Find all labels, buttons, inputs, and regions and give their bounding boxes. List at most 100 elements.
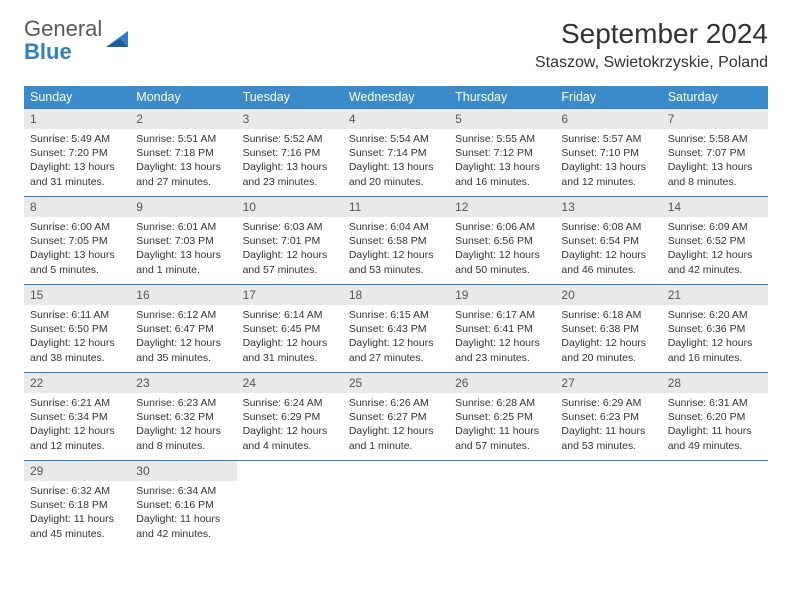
- sunset-line: Sunset: 6:38 PM: [561, 322, 655, 336]
- day-body: Sunrise: 6:32 AMSunset: 6:18 PMDaylight:…: [24, 481, 130, 544]
- sunrise-line: Sunrise: 5:52 AM: [243, 132, 337, 146]
- daylight-line: Daylight: 11 hours and 49 minutes.: [668, 424, 762, 452]
- daylight-line: Daylight: 12 hours and 31 minutes.: [243, 336, 337, 364]
- calendar-cell: 19Sunrise: 6:17 AMSunset: 6:41 PMDayligh…: [449, 285, 555, 373]
- sunrise-line: Sunrise: 6:23 AM: [136, 396, 230, 410]
- sunrise-line: Sunrise: 6:08 AM: [561, 220, 655, 234]
- daylight-line: Daylight: 12 hours and 16 minutes.: [668, 336, 762, 364]
- day-number: 2: [130, 109, 236, 129]
- day-number: 17: [237, 285, 343, 305]
- sunrise-line: Sunrise: 6:11 AM: [30, 308, 124, 322]
- day-body: Sunrise: 5:54 AMSunset: 7:14 PMDaylight:…: [343, 129, 449, 192]
- daylight-line: Daylight: 12 hours and 35 minutes.: [136, 336, 230, 364]
- day-number: 7: [662, 109, 768, 129]
- calendar-cell: 25Sunrise: 6:26 AMSunset: 6:27 PMDayligh…: [343, 373, 449, 461]
- sunset-line: Sunset: 6:20 PM: [668, 410, 762, 424]
- day-number: 26: [449, 373, 555, 393]
- calendar-cell: 1Sunrise: 5:49 AMSunset: 7:20 PMDaylight…: [24, 109, 130, 197]
- weekday-header: Thursday: [449, 86, 555, 109]
- sunrise-line: Sunrise: 5:51 AM: [136, 132, 230, 146]
- sunset-line: Sunset: 6:47 PM: [136, 322, 230, 336]
- sunrise-line: Sunrise: 6:24 AM: [243, 396, 337, 410]
- daylight-line: Daylight: 11 hours and 42 minutes.: [136, 512, 230, 540]
- day-number: 8: [24, 197, 130, 217]
- logo-general: General: [24, 16, 102, 41]
- day-number: 16: [130, 285, 236, 305]
- day-number: 15: [24, 285, 130, 305]
- sunrise-line: Sunrise: 6:18 AM: [561, 308, 655, 322]
- calendar-cell: 10Sunrise: 6:03 AMSunset: 7:01 PMDayligh…: [237, 197, 343, 285]
- sunset-line: Sunset: 6:54 PM: [561, 234, 655, 248]
- daylight-line: Daylight: 12 hours and 53 minutes.: [349, 248, 443, 276]
- calendar-body: 1Sunrise: 5:49 AMSunset: 7:20 PMDaylight…: [24, 109, 768, 549]
- sunrise-line: Sunrise: 6:03 AM: [243, 220, 337, 234]
- day-number: 4: [343, 109, 449, 129]
- day-number: 30: [130, 461, 236, 481]
- sunset-line: Sunset: 6:27 PM: [349, 410, 443, 424]
- sunset-line: Sunset: 6:36 PM: [668, 322, 762, 336]
- day-body: Sunrise: 6:23 AMSunset: 6:32 PMDaylight:…: [130, 393, 236, 456]
- sunrise-line: Sunrise: 6:14 AM: [243, 308, 337, 322]
- sunset-line: Sunset: 6:29 PM: [243, 410, 337, 424]
- calendar-cell: 21Sunrise: 6:20 AMSunset: 6:36 PMDayligh…: [662, 285, 768, 373]
- day-body: Sunrise: 6:31 AMSunset: 6:20 PMDaylight:…: [662, 393, 768, 456]
- sunrise-line: Sunrise: 5:58 AM: [668, 132, 762, 146]
- daylight-line: Daylight: 12 hours and 27 minutes.: [349, 336, 443, 364]
- day-body: Sunrise: 6:14 AMSunset: 6:45 PMDaylight:…: [237, 305, 343, 368]
- sunset-line: Sunset: 6:16 PM: [136, 498, 230, 512]
- sunrise-line: Sunrise: 5:54 AM: [349, 132, 443, 146]
- day-number: 19: [449, 285, 555, 305]
- calendar-cell: [237, 461, 343, 549]
- page-header: General Blue September 2024 Staszow, Swi…: [24, 18, 768, 72]
- weekday-header: Monday: [130, 86, 236, 109]
- day-body: Sunrise: 5:55 AMSunset: 7:12 PMDaylight:…: [449, 129, 555, 192]
- day-number: 5: [449, 109, 555, 129]
- day-body: Sunrise: 6:08 AMSunset: 6:54 PMDaylight:…: [555, 217, 661, 280]
- daylight-line: Daylight: 13 hours and 16 minutes.: [455, 160, 549, 188]
- calendar-cell: 17Sunrise: 6:14 AMSunset: 6:45 PMDayligh…: [237, 285, 343, 373]
- day-body: Sunrise: 6:28 AMSunset: 6:25 PMDaylight:…: [449, 393, 555, 456]
- sunset-line: Sunset: 7:20 PM: [30, 146, 124, 160]
- calendar-cell: 8Sunrise: 6:00 AMSunset: 7:05 PMDaylight…: [24, 197, 130, 285]
- calendar-cell: 16Sunrise: 6:12 AMSunset: 6:47 PMDayligh…: [130, 285, 236, 373]
- daylight-line: Daylight: 12 hours and 20 minutes.: [561, 336, 655, 364]
- calendar-table: Sunday Monday Tuesday Wednesday Thursday…: [24, 86, 768, 549]
- calendar-row: 1Sunrise: 5:49 AMSunset: 7:20 PMDaylight…: [24, 109, 768, 197]
- calendar-cell: 18Sunrise: 6:15 AMSunset: 6:43 PMDayligh…: [343, 285, 449, 373]
- calendar-cell: 28Sunrise: 6:31 AMSunset: 6:20 PMDayligh…: [662, 373, 768, 461]
- sunrise-line: Sunrise: 6:32 AM: [30, 484, 124, 498]
- sunset-line: Sunset: 7:01 PM: [243, 234, 337, 248]
- day-body: Sunrise: 6:18 AMSunset: 6:38 PMDaylight:…: [555, 305, 661, 368]
- daylight-line: Daylight: 13 hours and 31 minutes.: [30, 160, 124, 188]
- calendar-cell: [449, 461, 555, 549]
- sunset-line: Sunset: 7:16 PM: [243, 146, 337, 160]
- day-number: 27: [555, 373, 661, 393]
- calendar-cell: 5Sunrise: 5:55 AMSunset: 7:12 PMDaylight…: [449, 109, 555, 197]
- weekday-header: Wednesday: [343, 86, 449, 109]
- calendar-cell: 6Sunrise: 5:57 AMSunset: 7:10 PMDaylight…: [555, 109, 661, 197]
- calendar-cell: 7Sunrise: 5:58 AMSunset: 7:07 PMDaylight…: [662, 109, 768, 197]
- day-body: Sunrise: 6:09 AMSunset: 6:52 PMDaylight:…: [662, 217, 768, 280]
- calendar-cell: [555, 461, 661, 549]
- sunrise-line: Sunrise: 6:20 AM: [668, 308, 762, 322]
- daylight-line: Daylight: 13 hours and 1 minute.: [136, 248, 230, 276]
- sunrise-line: Sunrise: 6:28 AM: [455, 396, 549, 410]
- sunrise-line: Sunrise: 5:49 AM: [30, 132, 124, 146]
- logo-blue: Blue: [24, 39, 72, 64]
- day-body: Sunrise: 6:12 AMSunset: 6:47 PMDaylight:…: [130, 305, 236, 368]
- day-body: Sunrise: 6:00 AMSunset: 7:05 PMDaylight:…: [24, 217, 130, 280]
- calendar-cell: 4Sunrise: 5:54 AMSunset: 7:14 PMDaylight…: [343, 109, 449, 197]
- day-number: 3: [237, 109, 343, 129]
- calendar-cell: 22Sunrise: 6:21 AMSunset: 6:34 PMDayligh…: [24, 373, 130, 461]
- day-number: 10: [237, 197, 343, 217]
- calendar-row: 29Sunrise: 6:32 AMSunset: 6:18 PMDayligh…: [24, 461, 768, 549]
- day-body: Sunrise: 5:49 AMSunset: 7:20 PMDaylight:…: [24, 129, 130, 192]
- daylight-line: Daylight: 13 hours and 8 minutes.: [668, 160, 762, 188]
- logo: General Blue: [24, 18, 130, 64]
- day-body: Sunrise: 5:51 AMSunset: 7:18 PMDaylight:…: [130, 129, 236, 192]
- day-body: Sunrise: 6:21 AMSunset: 6:34 PMDaylight:…: [24, 393, 130, 456]
- daylight-line: Daylight: 12 hours and 23 minutes.: [455, 336, 549, 364]
- day-number: 12: [449, 197, 555, 217]
- sunrise-line: Sunrise: 6:15 AM: [349, 308, 443, 322]
- daylight-line: Daylight: 12 hours and 8 minutes.: [136, 424, 230, 452]
